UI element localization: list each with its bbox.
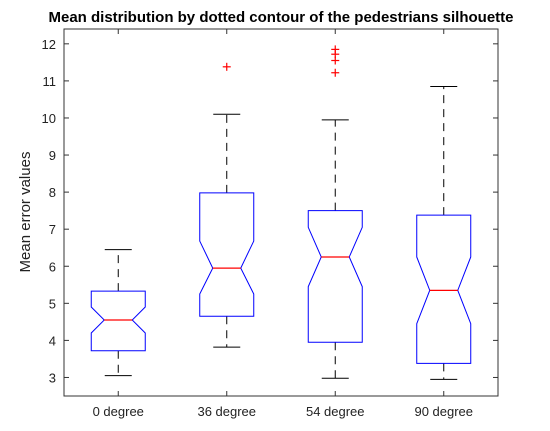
outlier-marker [222,62,231,71]
y-tick-label: 7 [49,222,56,237]
outlier-marker [331,68,340,77]
x-tick-label: 90 degree [414,404,473,419]
x-tick-label: 0 degree [93,404,144,419]
plot-area [63,28,499,397]
box-1 [90,249,146,377]
y-axis: 3 4 5 6 7 8 9 10 11 12 [42,37,498,385]
box-2 [199,62,255,348]
y-tick-label: 3 [49,370,56,385]
y-tick-label: 12 [42,37,56,52]
x-axis: 0 degree 36 degree 54 degree 90 degree [93,29,473,419]
notched-box [416,214,472,364]
y-tick-label: 8 [49,185,56,200]
x-tick-label: 54 degree [306,404,365,419]
box-3 [307,45,363,379]
notched-box [199,192,255,317]
y-tick-label: 4 [49,333,56,348]
box-4 [416,85,472,380]
y-tick-label: 6 [49,259,56,274]
notched-box [90,290,146,352]
x-tick-label: 36 degree [197,404,256,419]
y-tick-label: 5 [49,296,56,311]
outlier-marker [331,45,340,54]
boxes [90,45,472,380]
chart-title: Mean distribution by dotted contour of t… [48,9,513,26]
y-tick-label: 9 [49,148,56,163]
notched-box [307,210,363,343]
y-tick-label: 11 [43,74,57,89]
y-tick-label: 10 [42,111,56,126]
y-axis-label: Mean error values [17,152,34,273]
